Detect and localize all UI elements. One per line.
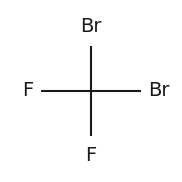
Text: Br: Br — [80, 17, 102, 36]
Text: Br: Br — [148, 82, 170, 100]
Text: F: F — [85, 146, 97, 165]
Text: F: F — [22, 82, 34, 100]
